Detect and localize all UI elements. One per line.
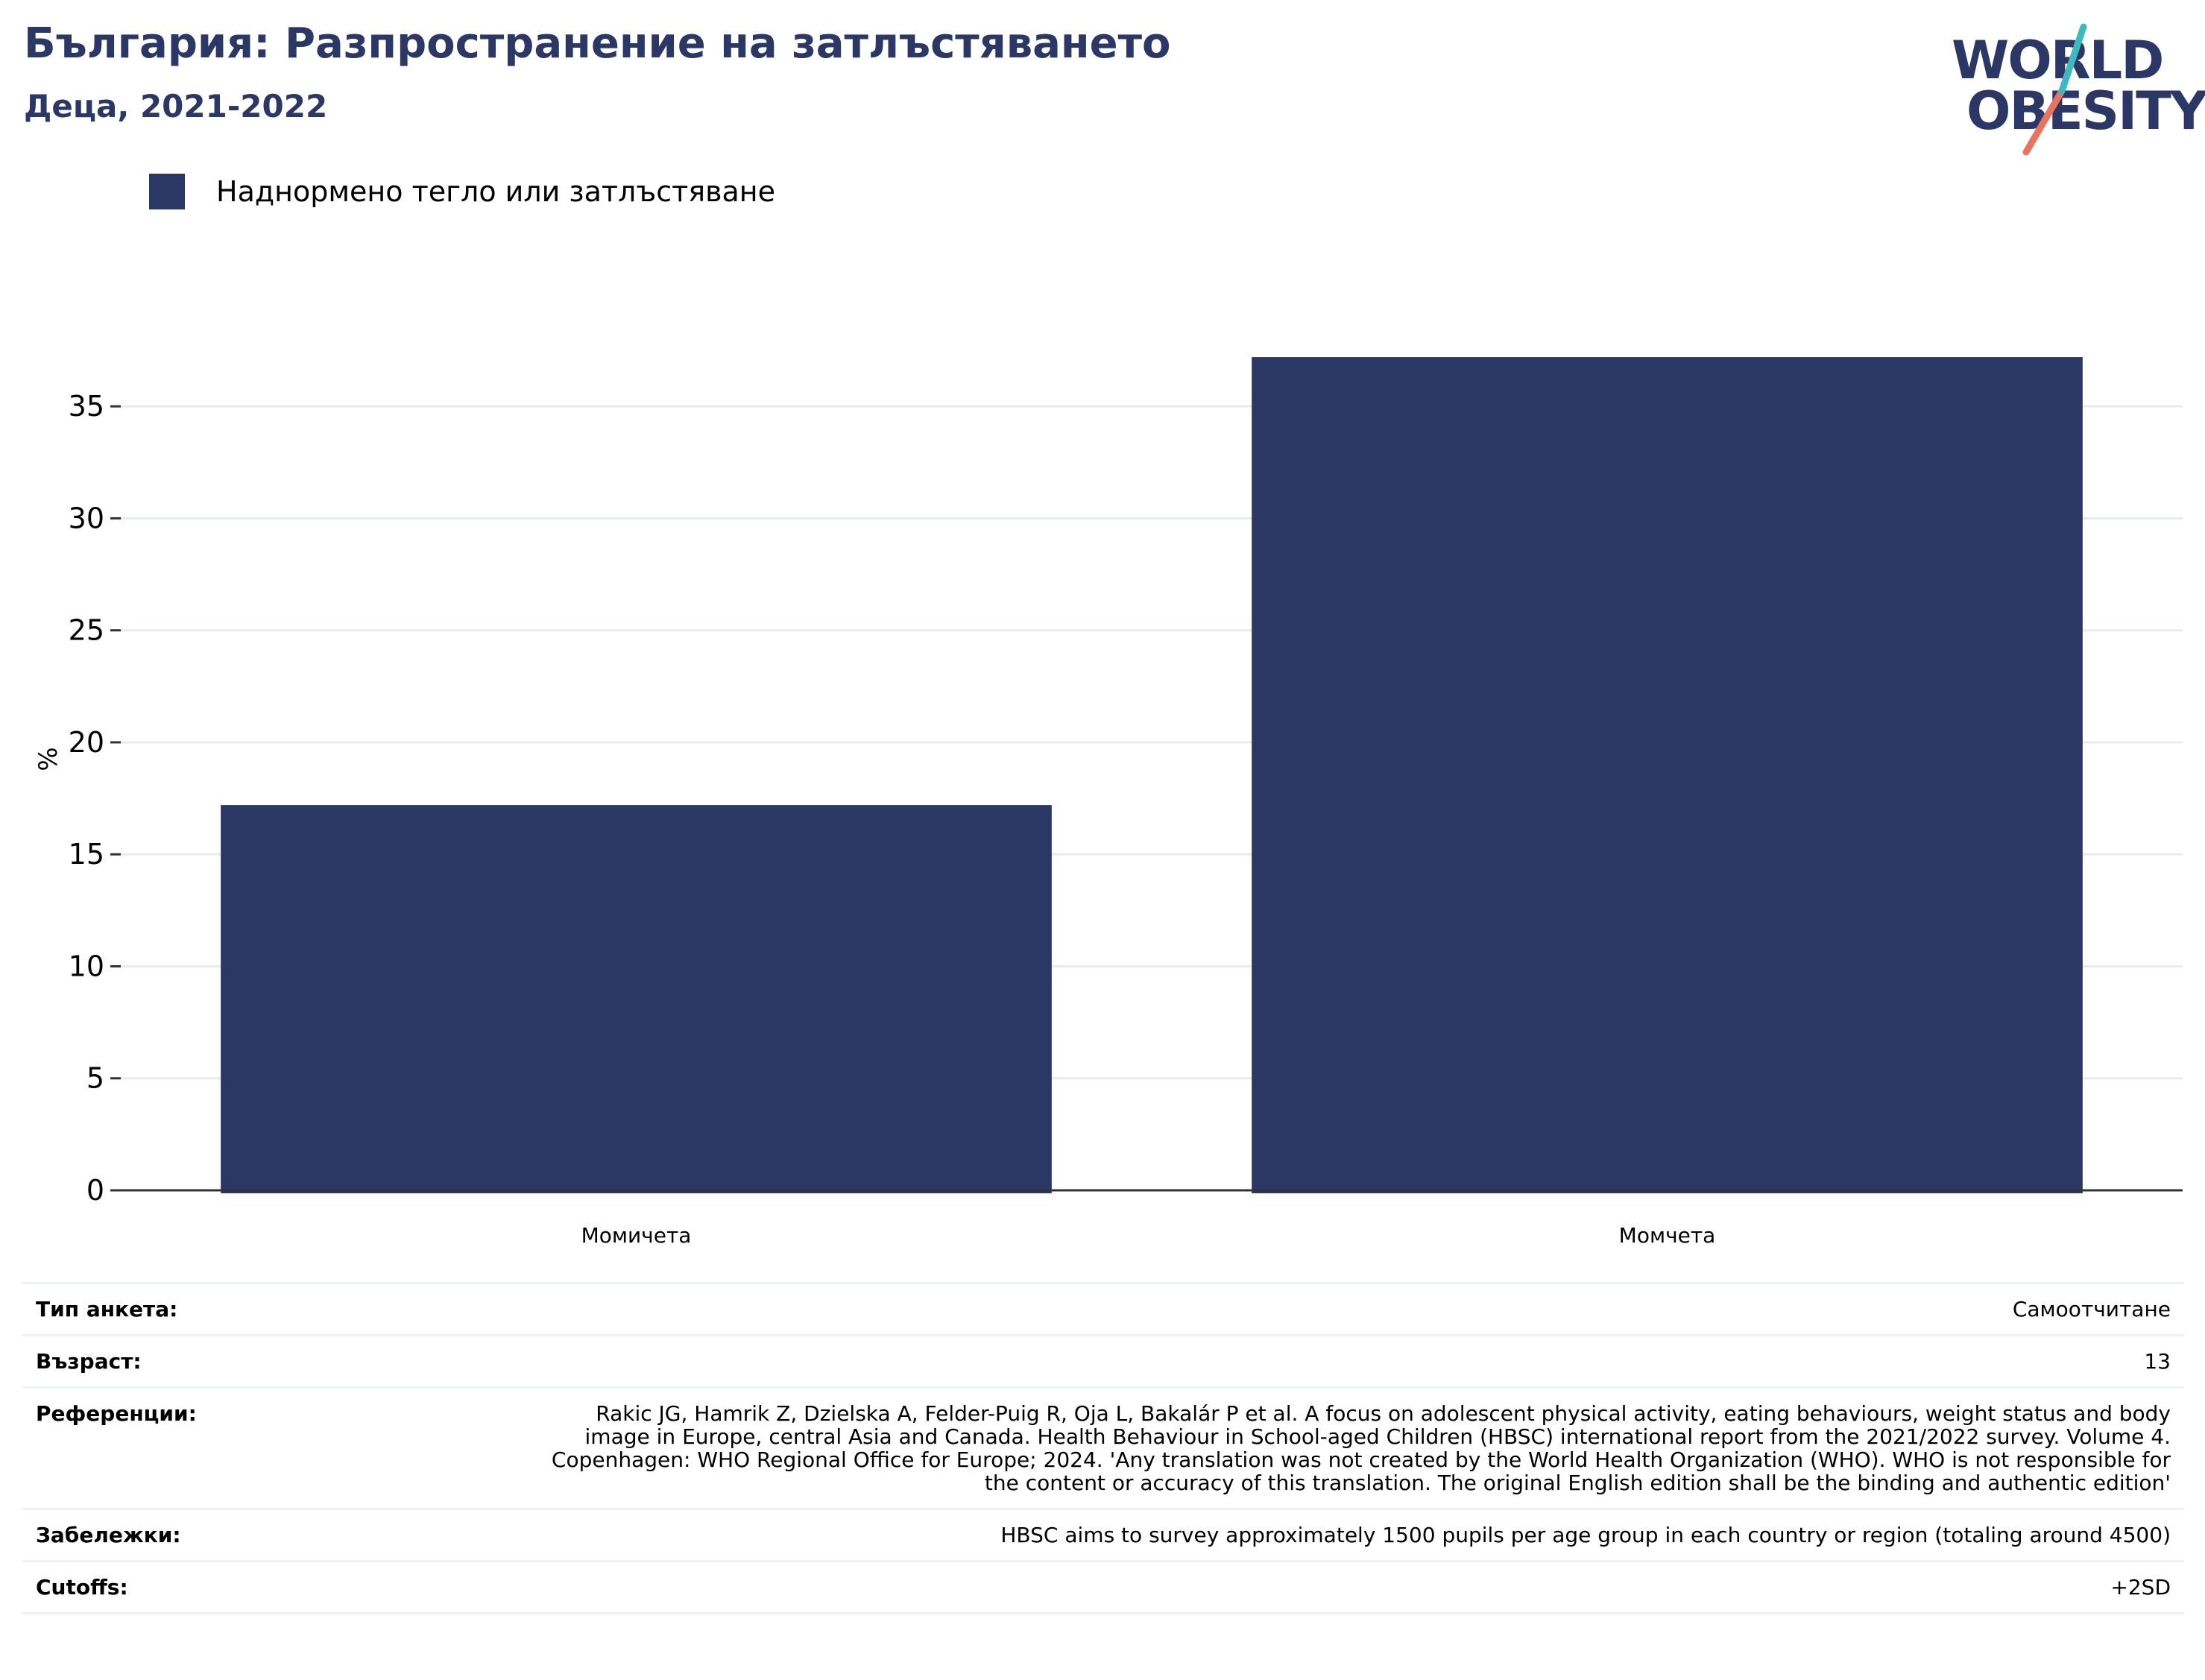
meta-row-age: Възраст: 13 <box>22 1334 2184 1386</box>
y-tick-label: 15 <box>69 838 104 871</box>
y-tick-label: 10 <box>69 950 104 982</box>
logo-line-obesity: OBESITY <box>1966 80 2205 142</box>
meta-value: 13 <box>2144 1349 2171 1374</box>
y-tick-label: 35 <box>69 390 104 423</box>
x-axis-ticks: Момичета Момчета <box>581 1223 1716 1248</box>
logo-slash-icon <box>2022 23 2087 156</box>
meta-row-survey-type: Тип анкета: Самоотчитане <box>22 1282 2184 1334</box>
y-tick-label: 25 <box>69 614 104 647</box>
world-obesity-logo: WORLD OBESITY <box>1938 15 2205 157</box>
y-tick-label: 5 <box>86 1062 104 1095</box>
bar-1 <box>1252 357 2083 1194</box>
logo-line-world: WORLD <box>1952 30 2164 91</box>
meta-row-cutoffs: Cutoffs: +2SD <box>22 1560 2184 1614</box>
y-tick-label: 0 <box>86 1174 104 1207</box>
bar-0 <box>221 805 1052 1193</box>
metadata-table: Тип анкета: Самоотчитане Възраст: 13 Реф… <box>22 1282 2184 1614</box>
legend-label: Наднормено тегло или затлъстяване <box>216 175 775 208</box>
chart-bars <box>221 357 2083 1194</box>
x-tick-label: Момичета <box>581 1223 692 1248</box>
meta-row-notes: Забележки: HBSC aims to survey approxima… <box>22 1508 2184 1560</box>
y-tick-label: 30 <box>69 502 104 534</box>
meta-value: HBSC aims to survey approximately 1500 p… <box>1000 1523 2171 1547</box>
page-title: България: Разпространение на затлъстяван… <box>24 19 1171 68</box>
meta-row-references: Референции: Rakic JG, Hamrik Z, Dzielska… <box>22 1386 2184 1508</box>
bar-chart: 0 5 10 15 20 25 30 35 Момичета Момчета % <box>34 357 2183 1248</box>
y-axis-label: % <box>34 747 63 771</box>
meta-label: Тип анкета: <box>36 1297 178 1321</box>
meta-label: Cutoffs: <box>36 1575 128 1600</box>
meta-value: +2SD <box>2110 1575 2171 1600</box>
meta-value: Самоотчитане <box>2012 1297 2171 1321</box>
x-tick-label: Момчета <box>1619 1223 1716 1248</box>
legend-swatch <box>149 174 185 209</box>
meta-label: Забележки: <box>36 1523 181 1547</box>
y-tick-label: 20 <box>69 726 104 759</box>
meta-value: Rakic JG, Hamrik Z, Dzielska A, Felder-P… <box>551 1401 2171 1495</box>
y-axis-ticks: 0 5 10 15 20 25 30 35 <box>69 390 121 1207</box>
chart-legend: Наднормено тегло или затлъстяване <box>149 173 775 210</box>
meta-label: Референции: <box>36 1401 197 1426</box>
page-subtitle: Деца, 2021-2022 <box>24 88 328 124</box>
meta-label: Възраст: <box>36 1349 142 1374</box>
